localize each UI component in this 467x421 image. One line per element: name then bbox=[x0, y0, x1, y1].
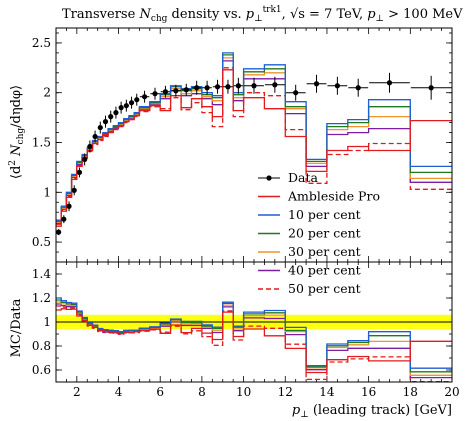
legend-label: Data bbox=[288, 170, 318, 185]
ratio-series-line bbox=[56, 301, 452, 376]
data-point bbox=[313, 81, 320, 87]
x-tick-label: 18 bbox=[403, 385, 418, 399]
data-point bbox=[293, 90, 299, 96]
series-line bbox=[56, 69, 452, 227]
ratio-y-axis-label: MC/Data bbox=[9, 298, 24, 357]
data-point bbox=[204, 85, 210, 91]
data-point bbox=[92, 133, 98, 140]
data-point bbox=[355, 85, 361, 91]
data-point bbox=[235, 83, 241, 89]
data-point bbox=[173, 88, 179, 94]
x-tick-label: 14 bbox=[319, 385, 335, 399]
data-point bbox=[152, 91, 158, 97]
legend-label: 40 per cent bbox=[288, 263, 361, 278]
data-point bbox=[134, 97, 140, 103]
data-point bbox=[108, 114, 114, 120]
data-point bbox=[102, 119, 109, 125]
data-point bbox=[214, 84, 221, 90]
data-point bbox=[141, 94, 148, 100]
plot-frames bbox=[55, 27, 453, 383]
y-tick-label: 1.5 bbox=[32, 136, 51, 150]
axis-ticks: 2 4 6 8 10 12 14 16 18 20 0.5 1 1.5 2 2.5 0.6 0.8 1 1.2 1.4 bbox=[32, 28, 460, 399]
data-point bbox=[71, 187, 77, 193]
x-tick-label: 10 bbox=[236, 385, 251, 399]
ratio-series-line bbox=[56, 308, 452, 374]
ratio-frame bbox=[55, 261, 453, 383]
x-tick-label: 16 bbox=[361, 385, 376, 399]
data-point bbox=[82, 156, 88, 163]
legend-label: 30 per cent bbox=[288, 244, 361, 259]
y-tick-label: 0.6 bbox=[32, 363, 51, 377]
main-y-axis-label: ⟨d2 Nchg/dηdφ⟩ bbox=[8, 85, 26, 179]
main-frame bbox=[55, 27, 453, 263]
data-point bbox=[61, 216, 67, 222]
x-tick-label: 4 bbox=[115, 385, 123, 399]
y-tick-label: 1.2 bbox=[32, 291, 51, 305]
data-point bbox=[76, 169, 83, 175]
chart-title: Transverse Nchg density vs. p⊥trk1, √s =… bbox=[62, 5, 463, 24]
data-point bbox=[56, 229, 62, 235]
data-point bbox=[87, 143, 93, 150]
y-tick-label: 1.4 bbox=[32, 267, 51, 281]
y-tick-label: 2.5 bbox=[32, 36, 51, 50]
data-point bbox=[128, 100, 135, 106]
data-point bbox=[183, 87, 189, 93]
x-tick-label: 2 bbox=[73, 385, 81, 399]
data-point bbox=[225, 84, 231, 90]
mc-series bbox=[56, 52, 452, 383]
y-tick-label: 2 bbox=[43, 86, 51, 100]
data-point bbox=[113, 110, 119, 116]
legend-label: 50 per cent bbox=[288, 281, 361, 296]
ratio-uncertainty-band bbox=[56, 314, 452, 330]
data-point bbox=[118, 105, 124, 111]
data-point bbox=[162, 89, 169, 95]
x-tick-label: 8 bbox=[198, 385, 206, 399]
x-axis-label: p⊥ (leading track) [GeV] bbox=[292, 403, 452, 420]
data-point bbox=[97, 124, 103, 131]
x-tick-label: 6 bbox=[156, 385, 164, 399]
data-point bbox=[123, 103, 129, 109]
data-point bbox=[334, 83, 340, 89]
data-point bbox=[251, 83, 257, 89]
data-point bbox=[194, 85, 200, 91]
y-tick-label: 0.5 bbox=[32, 235, 51, 249]
data-point bbox=[428, 85, 434, 91]
legend-label: 20 per cent bbox=[288, 226, 361, 241]
x-tick-label: 12 bbox=[278, 385, 293, 399]
data-point bbox=[272, 82, 278, 88]
data-series bbox=[56, 72, 452, 236]
y-tick-label: 1 bbox=[43, 185, 51, 199]
y-tick-label: 0.8 bbox=[32, 339, 51, 353]
legend-data-marker bbox=[266, 175, 272, 181]
ratio-series-line bbox=[56, 297, 452, 369]
data-point bbox=[66, 203, 72, 209]
data-point bbox=[386, 80, 393, 86]
legend-label: 10 per cent bbox=[288, 207, 361, 222]
y-tick-label: 1 bbox=[43, 315, 51, 329]
legend-label: Ambleside Pro bbox=[287, 189, 380, 204]
x-tick-label: 20 bbox=[444, 385, 459, 399]
legend: Data Ambleside Pro 10 per cent 20 per cent 3… bbox=[258, 170, 380, 296]
